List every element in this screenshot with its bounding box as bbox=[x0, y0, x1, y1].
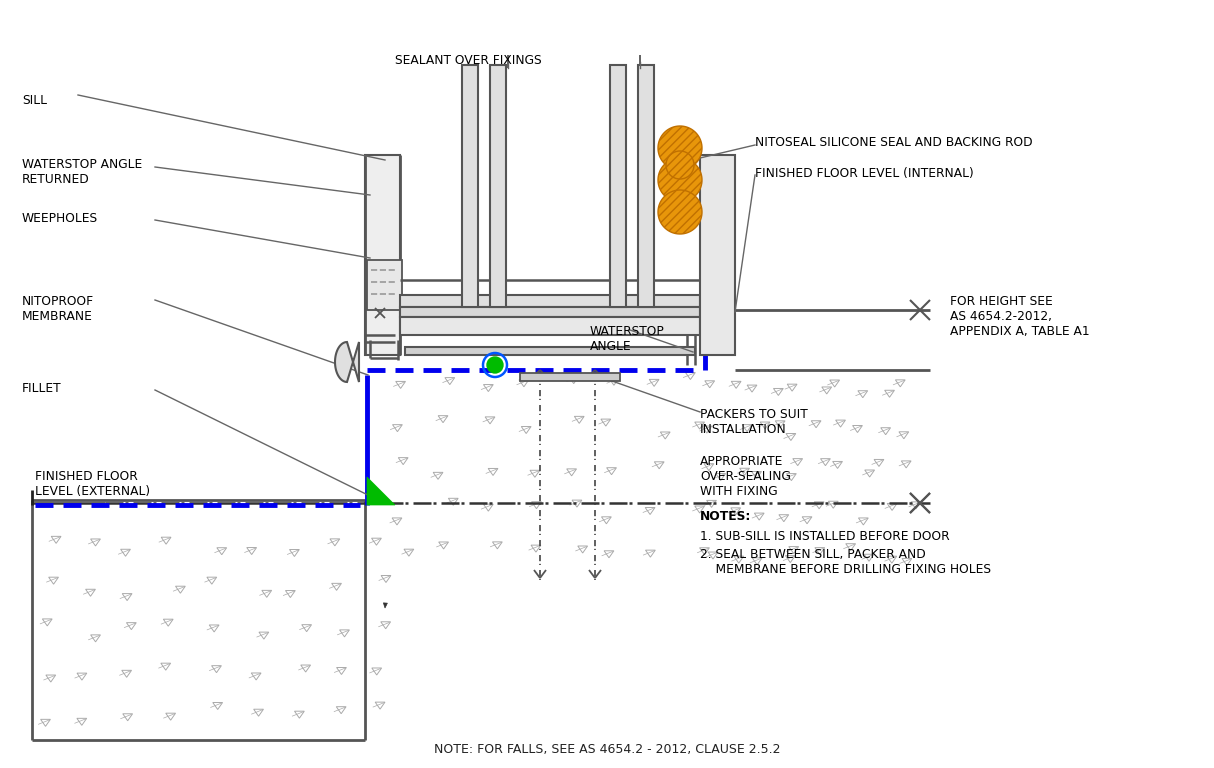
Text: FINISHED FLOOR LEVEL (INTERNAL): FINISHED FLOOR LEVEL (INTERNAL) bbox=[755, 167, 974, 180]
Text: NOTES:: NOTES: bbox=[700, 510, 751, 523]
Bar bbox=[490, 65, 506, 307]
Text: 1. SUB-SILL IS INSTALLED BEFORE DOOR: 1. SUB-SILL IS INSTALLED BEFORE DOOR bbox=[700, 530, 949, 543]
Text: FILLET: FILLET bbox=[22, 382, 62, 395]
Polygon shape bbox=[658, 158, 702, 202]
Text: NOTE: FOR FALLS, SEE AS 4654.2 - 2012, CLAUSE 2.5.2: NOTE: FOR FALLS, SEE AS 4654.2 - 2012, C… bbox=[433, 743, 781, 756]
Bar bbox=[399, 317, 700, 335]
Bar bbox=[463, 65, 478, 307]
Text: PACKERS TO SUIT
INSTALLATION: PACKERS TO SUIT INSTALLATION bbox=[700, 408, 807, 436]
Bar bbox=[639, 65, 654, 307]
Text: NITOSEAL SILICONE SEAL AND BACKING ROD: NITOSEAL SILICONE SEAL AND BACKING ROD bbox=[755, 137, 1033, 150]
Polygon shape bbox=[658, 126, 702, 170]
Circle shape bbox=[487, 357, 503, 373]
Text: WATERSTOP
ANGLE: WATERSTOP ANGLE bbox=[590, 325, 665, 353]
Text: WATERSTOP ANGLE
RETURNED: WATERSTOP ANGLE RETURNED bbox=[22, 158, 142, 186]
Polygon shape bbox=[367, 477, 395, 505]
Polygon shape bbox=[658, 190, 702, 234]
Bar bbox=[700, 155, 734, 355]
Bar bbox=[609, 65, 626, 307]
Polygon shape bbox=[335, 342, 359, 382]
Bar bbox=[405, 347, 694, 355]
Bar bbox=[365, 155, 399, 355]
Text: SEALANT OVER FIXINGS: SEALANT OVER FIXINGS bbox=[395, 54, 541, 67]
Text: APPROPRIATE
OVER-SEALING
WITH FIXING: APPROPRIATE OVER-SEALING WITH FIXING bbox=[700, 455, 790, 498]
Bar bbox=[520, 373, 620, 381]
Text: WEEPHOLES: WEEPHOLES bbox=[22, 211, 98, 224]
Text: NITOPROOF
MEMBRANE: NITOPROOF MEMBRANE bbox=[22, 295, 95, 323]
Text: FINISHED FLOOR
LEVEL (EXTERNAL): FINISHED FLOOR LEVEL (EXTERNAL) bbox=[35, 470, 151, 498]
Polygon shape bbox=[666, 151, 694, 179]
Polygon shape bbox=[384, 603, 387, 608]
Text: 2. SEAL BETWEEN SILL, PACKER AND
    MEMBRANE BEFORE DRILLING FIXING HOLES: 2. SEAL BETWEEN SILL, PACKER AND MEMBRAN… bbox=[700, 548, 991, 576]
Bar bbox=[399, 307, 700, 317]
Bar bbox=[399, 295, 700, 307]
Bar bbox=[367, 260, 402, 310]
Text: FOR HEIGHT SEE
AS 4654.2-2012,
APPENDIX A, TABLE A1: FOR HEIGHT SEE AS 4654.2-2012, APPENDIX … bbox=[951, 295, 1090, 338]
Text: SILL: SILL bbox=[22, 94, 47, 107]
